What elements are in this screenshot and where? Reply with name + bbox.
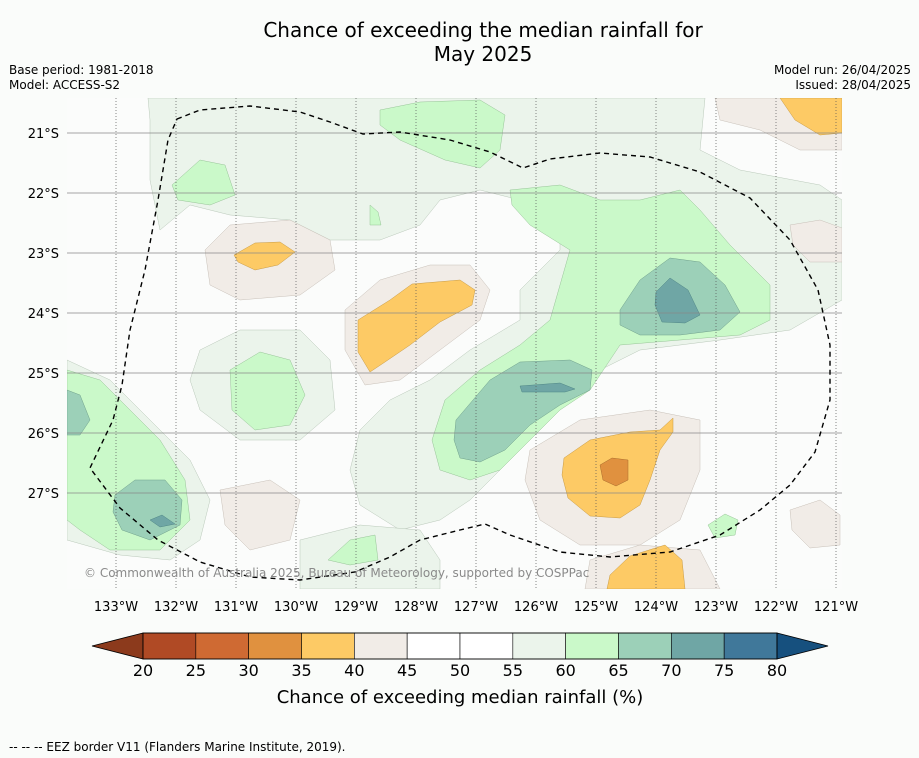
lon-label: 122°W [754,600,798,615]
title-line-2: May 2025 [433,42,533,66]
map-title: Chance of exceeding the median rainfall … [0,18,919,66]
colorbar-blocks [142,632,778,660]
colorbar-under-arrow [91,632,144,660]
colorbar-tick-label: 70 [661,661,681,680]
colorbar-outline [142,632,778,660]
title-line-1: Chance of exceeding the median rainfall … [263,18,703,42]
colorbar-block [301,632,355,660]
region-70-75-east [654,277,701,324]
base-period: Base period: 1981-2018 [9,63,154,77]
colorbar-over-arrow [776,632,829,660]
map-panel: © Commonwealth of Australia 2025, Bureau… [67,98,842,589]
lat-label: 27°S [28,487,59,502]
region-35-40-ne [779,98,842,136]
latitude-labels: 21°S 22°S 23°S 24°S 25°S 26°S 27°S [28,127,59,502]
left-metadata: Base period: 1981-2018 Model: ACCESS-S2 [9,63,154,93]
colorbar-tick-label: 55 [503,661,523,680]
region-40-45-e [219,479,301,551]
colorbar-label: Chance of exceeding median rainfall (%) [277,687,644,708]
lon-label: 121°W [814,600,858,615]
latitude-gridlines [67,132,842,494]
eez-border [89,105,831,581]
colorbar-block [142,632,197,660]
longitude-gridlines [115,98,837,589]
lon-label: 130°W [274,600,318,615]
colorbar-block [723,632,778,660]
colorbar-tick-label: 60 [555,661,575,680]
colorbar-tick-label: 30 [238,661,258,680]
region-40-45-f [789,499,841,549]
region-60-65-se [707,513,739,539]
lon-label: 132°W [154,600,198,615]
lon-label: 123°W [694,600,738,615]
region-60-65-small [369,204,382,226]
colorbar-tick-label: 65 [608,661,628,680]
colorbar-tick-label: 40 [344,661,364,680]
colorbar-block [459,632,514,660]
right-metadata: Model run: 26/04/2025 Issued: 28/04/2025 [774,63,911,93]
lat-label: 25°S [28,367,59,382]
lat-label: 23°S [28,247,59,262]
longitude-labels: 133°W 132°W 131°W 130°W 129°W 128°W 127°… [94,600,858,615]
colorbar-block [406,632,461,660]
model-run: Model run: 26/04/2025 [773,63,911,77]
region-70-75-sw [149,514,176,528]
colorbar-tick-label: 50 [450,661,470,680]
colorbar-block [618,632,672,660]
region-30-35 [599,457,629,487]
region-65-70-west [67,389,91,436]
colorbar-tick-label: 25 [186,661,206,680]
colorbar-tick-label: 80 [767,661,787,680]
lat-label: 22°S [28,187,59,202]
lon-label: 129°W [334,600,378,615]
copyright-text: © Commonwealth of Australia 2025, Bureau… [84,566,589,580]
lat-label: 21°S [28,127,59,142]
lon-label: 128°W [394,600,438,615]
issued-date: Issued: 28/04/2025 [795,78,911,92]
lon-label: 126°W [514,600,558,615]
region-35-40-b [357,279,476,373]
colorbar-block [195,632,249,660]
lon-label: 127°W [454,600,498,615]
colorbar-block [248,632,302,660]
colorbar-tick-label: 20 [133,661,153,680]
region-70-75-central [519,382,576,393]
colorbar-block [354,632,408,660]
colorbar-block [671,632,725,660]
region-60-65-south [327,534,379,566]
lon-label: 124°W [634,600,678,615]
colorbar-tick-label: 35 [291,661,311,680]
lon-label: 131°W [214,600,258,615]
lat-label: 26°S [28,427,59,442]
colorbar: 20 25 30 35 40 45 50 55 60 65 70 75 80 Chance of exc… [91,632,829,708]
lon-label: 125°W [574,600,618,615]
colorbar-block [512,632,566,660]
lon-label: 133°W [94,600,138,615]
colorbar-tick-label: 75 [714,661,734,680]
colorbar-ticks: 20 25 30 35 40 45 50 55 60 65 70 75 80 [133,661,787,680]
model-name: Model: ACCESS-S2 [9,78,121,92]
eez-legend-note: -- -- -- EEZ border V11 (Flanders Marine… [9,740,346,754]
colorbar-block [565,632,619,660]
lat-label: 24°S [28,307,59,322]
region-35-40-a [233,241,296,271]
region-35-40-d [606,544,686,589]
region-60-65-nw [171,159,236,206]
colorbar-tick-label: 45 [397,661,417,680]
